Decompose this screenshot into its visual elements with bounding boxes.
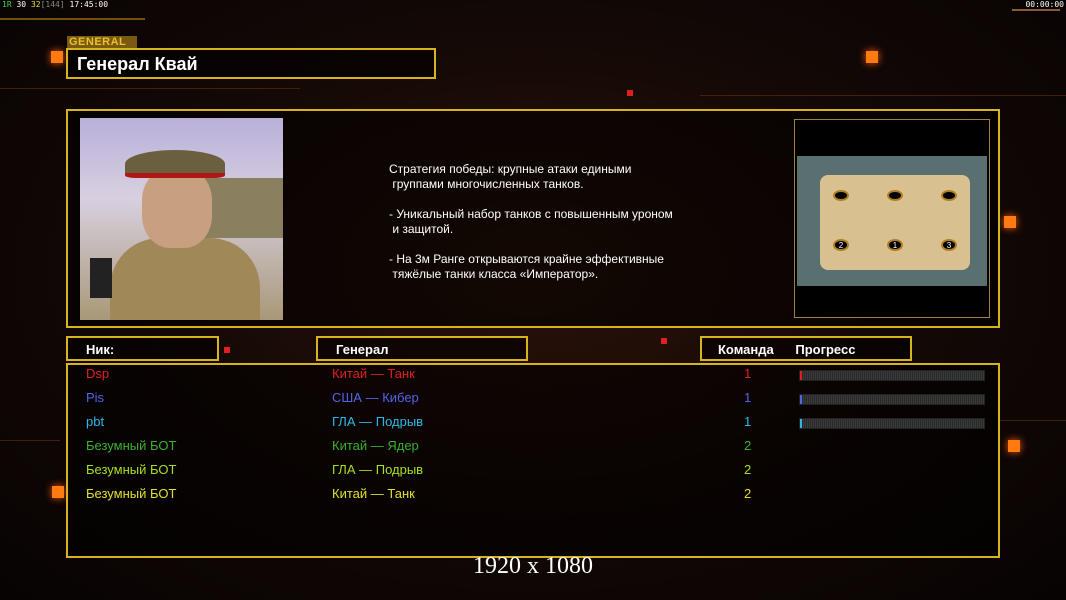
divider [1000,420,1066,421]
general-tag: GENERAL [67,36,137,48]
player-general: Китай — Танк [332,366,415,381]
player-row: pbt ГЛА — Подрыв 1 [66,414,1000,434]
player-general: США — Кибер [332,390,419,405]
player-nick: Безумный БОТ [86,486,177,501]
progress-fill [800,395,802,404]
divider [0,88,300,89]
general-portrait [80,118,283,320]
player-team: 1 [744,390,752,405]
player-team: 1 [744,414,752,429]
header-team-progress: Команда Прогресс [700,336,912,361]
start-position: 1 [887,239,903,251]
progress-bar [799,394,985,405]
strategy-description: Стратегия победы: крупные атаки едиными … [389,162,673,281]
hud-stat: 30 [16,0,27,9]
decor-square [661,338,667,344]
header-progress: Прогресс [795,342,856,357]
player-nick: Dsp [86,366,110,381]
progress-bar [799,370,985,381]
progress-fill [800,419,802,428]
hud-stat: [144] [40,0,65,9]
player-row: Pis США — Кибер 1 [66,390,1000,410]
decor-square [52,486,64,498]
progress-bar [799,418,985,429]
hud-clock: 17:45:00 [69,0,109,9]
map-preview: 2 1 3 [794,119,990,318]
player-general: ГЛА — Подрыв [332,462,424,477]
player-team: 2 [744,462,752,477]
decor-square [1004,216,1016,228]
player-row: Безумный БОТ Китай — Ядер 2 [66,438,1000,458]
resolution-label: 1920 x 1080 [473,553,593,579]
player-row: Безумный БОТ ГЛА — Подрыв 2 [66,462,1000,482]
player-nick: Pis [86,390,105,405]
header-team: Команда [718,342,774,357]
hud-timer: 00:00:00 [1025,0,1064,9]
player-nick: Безумный БОТ [86,462,177,477]
divider [0,440,60,441]
divider [700,95,1066,96]
hud-stats: 1R 30 32[144] 17:45:00 [2,0,108,9]
start-position: 2 [833,239,849,251]
decor-square [866,51,878,63]
player-team: 2 [744,438,752,453]
start-position: 3 [941,239,957,251]
player-nick: pbt [86,414,105,429]
player-row: Безумный БОТ Китай — Танк 2 [66,486,1000,506]
player-nick: Безумный БОТ [86,438,177,453]
decor-square [51,51,63,63]
hud-stat: 32 [30,0,41,9]
decor-square [224,347,230,353]
decor-square [1008,440,1020,452]
divider [1012,9,1060,11]
header-general: Генерал [316,336,528,361]
page-title: Генерал Квай [66,48,436,79]
player-general: ГЛА — Подрыв [332,414,424,429]
player-team: 2 [744,486,752,501]
hud-stat: 1R [2,0,12,9]
decor-square [627,90,633,96]
player-general: Китай — Танк [332,486,415,501]
player-row: Dsp Китай — Танк 1 [66,366,1000,386]
progress-fill [800,371,802,380]
header-nick: Ник: [66,336,219,361]
player-team: 1 [744,366,752,381]
player-general: Китай — Ядер [332,438,419,453]
divider [0,18,145,20]
